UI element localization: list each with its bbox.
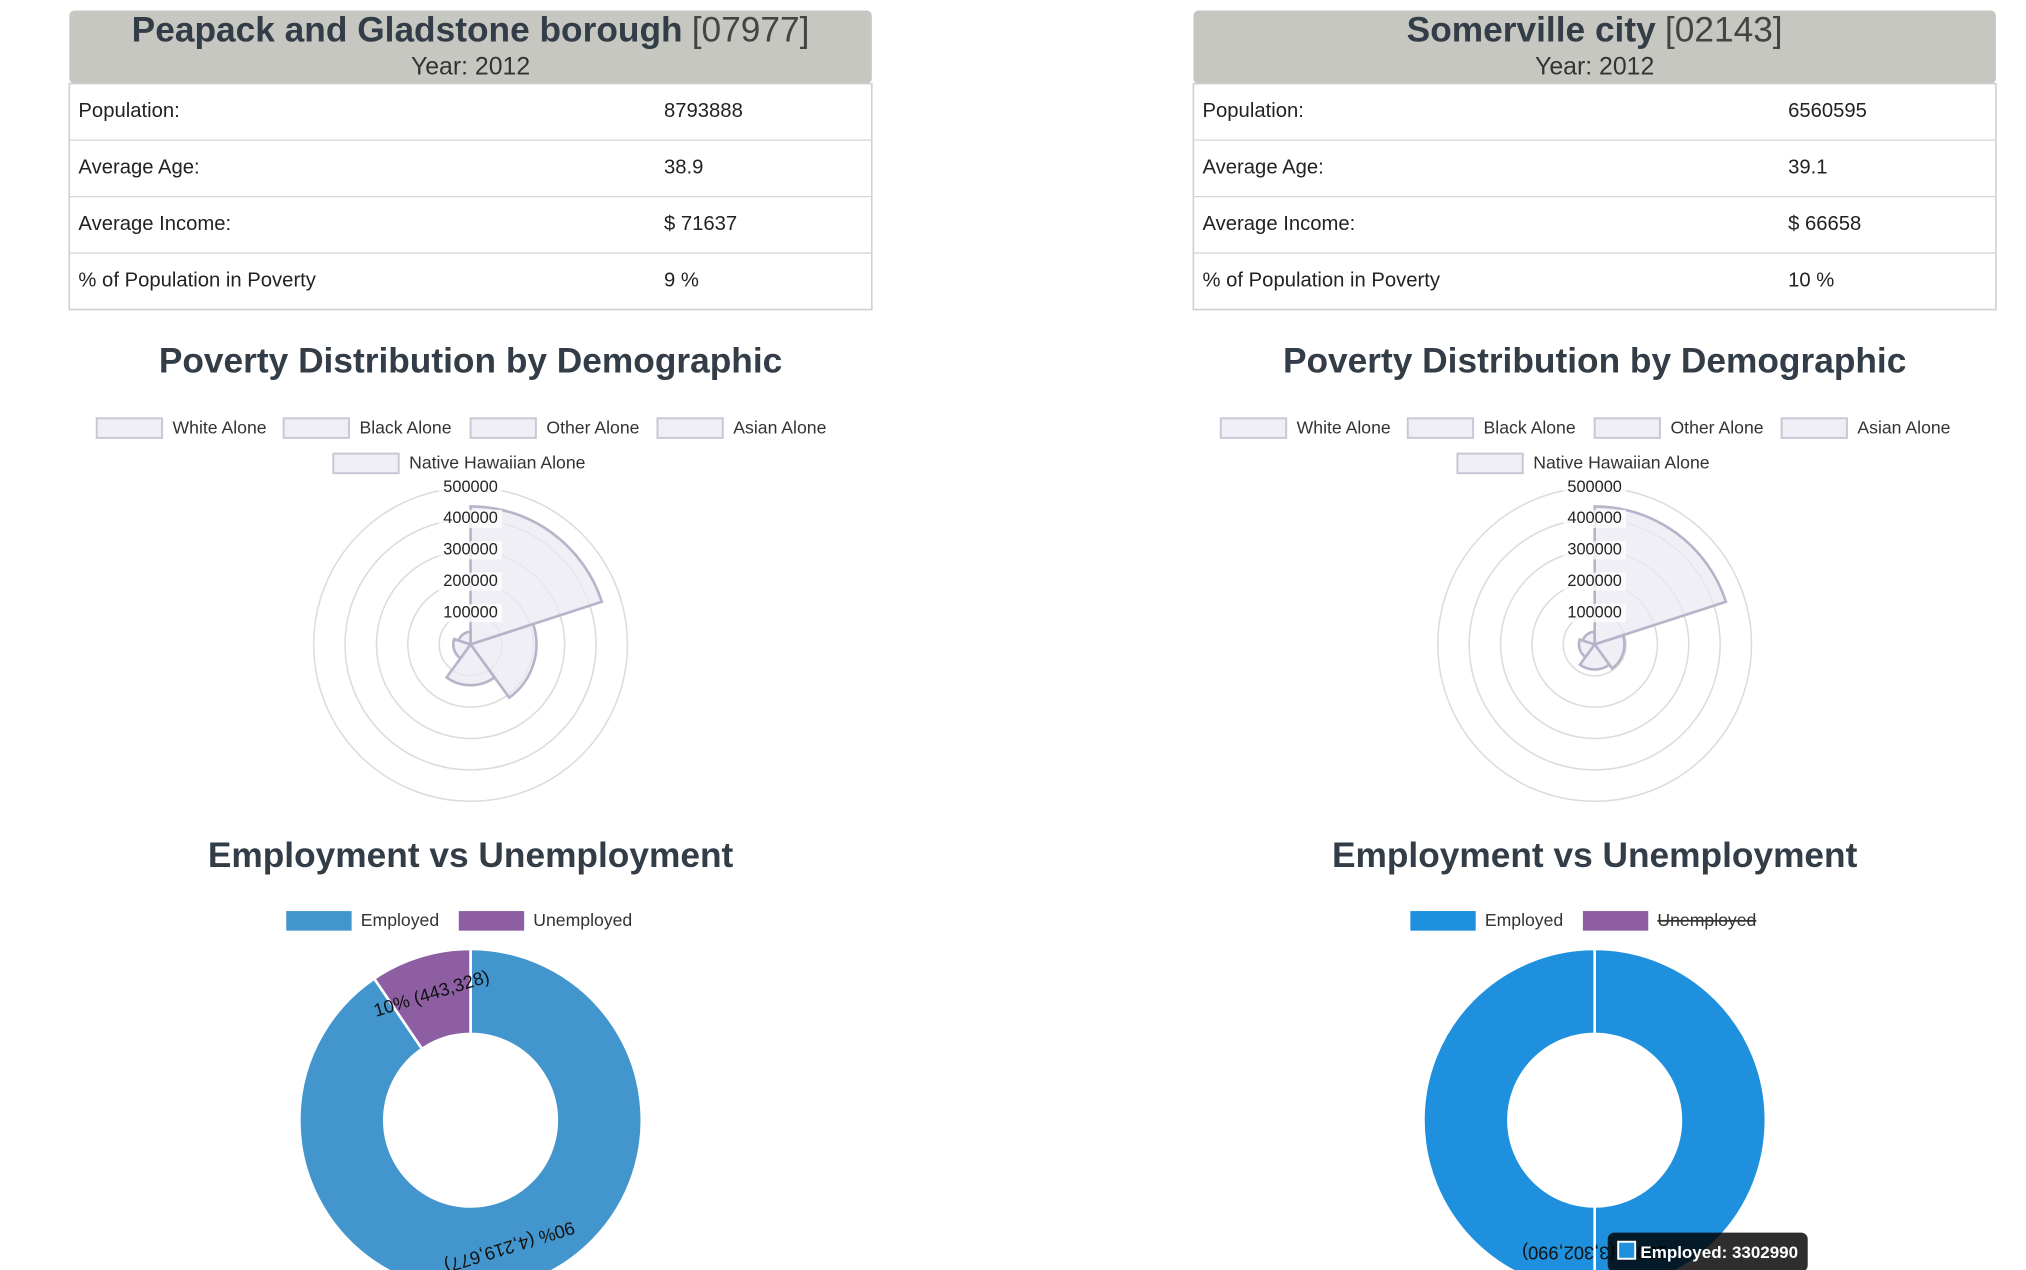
header-box [69, 10, 872, 84]
year: Year: 2012 [411, 54, 530, 81]
tick-backdrop [1563, 603, 1627, 623]
legend-swatch [1219, 417, 1288, 439]
tick-backdrop [1563, 478, 1627, 497]
row-label: % of Population in Poverty [78, 270, 316, 292]
doughnut-segment[interactable] [298, 947, 644, 1270]
legend-label[interactable]: Employed [1485, 910, 1563, 930]
city-panel: Somerville city [02143] Year: 2012 Populati… [1192, 10, 1997, 1270]
legend-label[interactable]: Unemployed [533, 910, 632, 930]
chart-title: Employment vs Unemployment [208, 836, 734, 875]
r-tick-label: 100000 [1567, 603, 1621, 621]
polar-segment [468, 622, 538, 700]
legend-label: White Alone [1297, 417, 1391, 437]
row-value: 39.1 [1788, 157, 1827, 179]
chart-title: Poverty Distribution by Demographic [1283, 342, 1906, 381]
legend-label: Other Alone [546, 417, 639, 437]
city-code: [07977] [692, 11, 810, 50]
legend-swatch [1406, 417, 1475, 439]
r-tick-label: 500000 [443, 478, 498, 496]
row-label: Average Income: [78, 213, 231, 235]
row-value: 8793888 [664, 100, 743, 122]
tick-backdrop [439, 572, 502, 591]
tick-backdrop [1563, 572, 1627, 591]
legend-swatch [1593, 417, 1661, 439]
tooltip-box [1607, 1232, 1808, 1270]
legend-label: Other Alone [1670, 417, 1763, 437]
row-label: % of Population in Poverty [1203, 270, 1441, 292]
row-label: Population: [78, 100, 179, 122]
r-tick-label: 300000 [443, 541, 498, 559]
row-value: 10 % [1788, 270, 1834, 292]
legend-label: Native Hawaiian Alone [1533, 453, 1710, 473]
legend-swatch [332, 452, 400, 475]
tooltip-text: Employed: 3302990 [1640, 1243, 1798, 1262]
legend-swatch [286, 911, 352, 931]
r-tick-label: 200000 [1567, 572, 1621, 590]
legend-swatch [1780, 417, 1848, 439]
polar-segment [469, 505, 604, 647]
legend-label: Black Alone [359, 417, 451, 437]
chart-title: Employment vs Unemployment [1332, 836, 1858, 875]
polar-segment [1592, 633, 1626, 671]
legend-swatch [458, 911, 525, 931]
legend-swatch [469, 417, 537, 439]
row-value: $ 66658 [1788, 213, 1861, 235]
row-label: Average Income: [1203, 213, 1356, 235]
polar-segment [1581, 630, 1596, 647]
tick-backdrop [439, 603, 502, 623]
legend-swatch [282, 417, 350, 439]
r-tick-label: 100000 [443, 603, 498, 621]
r-tick-label: 300000 [1567, 541, 1621, 559]
r-tick-label: 400000 [1567, 509, 1621, 527]
r-tick-label: 200000 [443, 572, 498, 590]
polar-segment [1593, 505, 1728, 647]
doughnut-segment[interactable] [1422, 947, 1768, 1270]
polar-segment [1578, 642, 1612, 671]
legend-swatch [1456, 452, 1524, 475]
year: Year: 2012 [1535, 54, 1654, 81]
tick-backdrop [439, 509, 502, 529]
row-value: $ 71637 [664, 213, 737, 235]
legend-label: White Alone [173, 417, 267, 437]
polar-segment [444, 642, 497, 687]
legend-swatch [1410, 911, 1476, 931]
legend-label: Black Alone [1484, 417, 1576, 437]
header-title-line: Somerville city [02143] [1407, 11, 1783, 50]
row-value: 9 % [664, 270, 699, 292]
header-box [1193, 10, 1996, 84]
city-name: Somerville city [1407, 11, 1656, 50]
r-tick-label: 400000 [443, 509, 498, 527]
legend-label: Asian Alone [1857, 417, 1950, 437]
doughnut-segment[interactable] [372, 947, 472, 1051]
r-tick-label: 500000 [1567, 478, 1621, 496]
tick-backdrop [1563, 509, 1627, 529]
tick-backdrop [1563, 541, 1627, 560]
tick-backdrop [439, 541, 502, 560]
row-label: Average Age: [1203, 157, 1324, 179]
legend-label[interactable]: Unemployed [1657, 910, 1756, 930]
legend-label[interactable]: Employed [361, 910, 439, 930]
row-value: 6560595 [1788, 100, 1867, 122]
header-title-line: Peapack and Gladstone borough [07977] [132, 11, 810, 50]
city-name: Peapack and Gladstone borough [132, 11, 683, 50]
chart-title: Poverty Distribution by Demographic [159, 342, 782, 381]
row-label: Average Age: [78, 157, 199, 179]
row-label: Population: [1203, 100, 1304, 122]
city-panel: Peapack and Gladstone borough [07977] Year… [68, 10, 873, 1270]
legend-swatch [656, 417, 724, 439]
tick-backdrop [439, 478, 502, 497]
tooltip-swatch [1617, 1240, 1637, 1260]
legend-label: Asian Alone [733, 417, 826, 437]
legend-swatch [95, 417, 164, 439]
legend-swatch [1582, 911, 1649, 931]
row-value: 38.9 [664, 157, 703, 179]
polar-segment [456, 630, 472, 647]
city-code: [02143] [1665, 11, 1783, 50]
legend-label: Native Hawaiian Alone [409, 453, 586, 473]
